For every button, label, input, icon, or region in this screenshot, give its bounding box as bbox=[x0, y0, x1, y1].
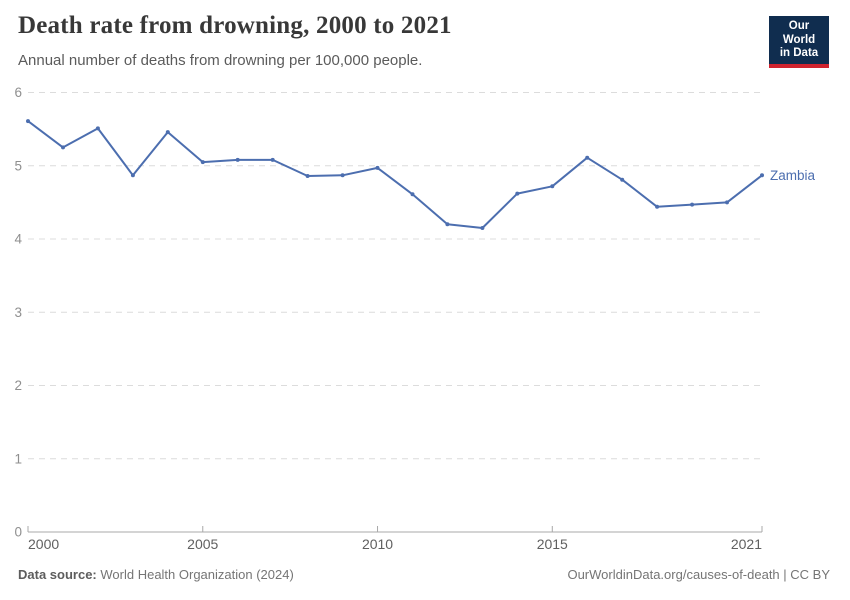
owid-logo-line2: in Data bbox=[779, 47, 819, 59]
data-point[interactable] bbox=[270, 157, 275, 162]
x-tick-label: 2000 bbox=[28, 536, 59, 552]
y-tick-label: 0 bbox=[14, 525, 22, 540]
chart-title: Death rate from drowning, 2000 to 2021 bbox=[18, 12, 452, 39]
data-source-value: World Health Organization (2024) bbox=[100, 567, 294, 582]
data-point[interactable] bbox=[655, 204, 660, 209]
y-tick-label: 5 bbox=[14, 158, 22, 173]
y-tick-label: 6 bbox=[14, 85, 22, 100]
data-point[interactable] bbox=[165, 130, 170, 135]
y-tick-label: 2 bbox=[14, 378, 22, 393]
y-tick-label: 1 bbox=[14, 451, 22, 466]
chart-subtitle: Annual number of deaths from drowning pe… bbox=[18, 52, 423, 69]
data-point[interactable] bbox=[760, 173, 764, 178]
x-tick-label: 2015 bbox=[537, 536, 568, 552]
data-line[interactable] bbox=[27, 120, 763, 229]
series-label[interactable]: Zambia bbox=[770, 168, 816, 183]
x-tick-label: 2005 bbox=[187, 536, 218, 552]
data-point[interactable] bbox=[26, 119, 30, 124]
x-tick-label: 2010 bbox=[362, 536, 393, 552]
data-point[interactable] bbox=[620, 177, 625, 182]
data-point[interactable] bbox=[235, 157, 240, 162]
data-source: Data source: World Health Organization (… bbox=[18, 567, 294, 582]
owid-logo[interactable]: Our World in Data bbox=[769, 16, 829, 68]
data-source-label: Data source: bbox=[18, 567, 97, 582]
owid-logo-line1: Our World bbox=[782, 20, 816, 46]
data-point[interactable] bbox=[445, 222, 450, 227]
y-tick-label: 4 bbox=[14, 232, 22, 247]
data-point[interactable] bbox=[585, 155, 590, 160]
data-point[interactable] bbox=[480, 226, 485, 230]
y-tick-label: 3 bbox=[14, 305, 22, 320]
data-point[interactable] bbox=[410, 192, 415, 197]
data-point[interactable] bbox=[550, 184, 555, 189]
chart-footer: Data source: World Health Organization (… bbox=[18, 567, 830, 582]
data-point[interactable] bbox=[200, 160, 205, 165]
data-point[interactable] bbox=[340, 173, 345, 178]
data-point[interactable] bbox=[305, 174, 310, 178]
data-point[interactable] bbox=[61, 145, 65, 150]
data-point[interactable] bbox=[725, 200, 729, 205]
data-point[interactable] bbox=[375, 165, 380, 170]
footer-attribution[interactable]: OurWorldinData.org/causes-of-death | CC … bbox=[567, 567, 830, 582]
data-point[interactable] bbox=[95, 126, 100, 131]
x-tick-label: 2021 bbox=[731, 536, 762, 552]
data-point[interactable] bbox=[515, 191, 520, 196]
data-point[interactable] bbox=[690, 202, 695, 207]
data-point[interactable] bbox=[130, 173, 135, 178]
